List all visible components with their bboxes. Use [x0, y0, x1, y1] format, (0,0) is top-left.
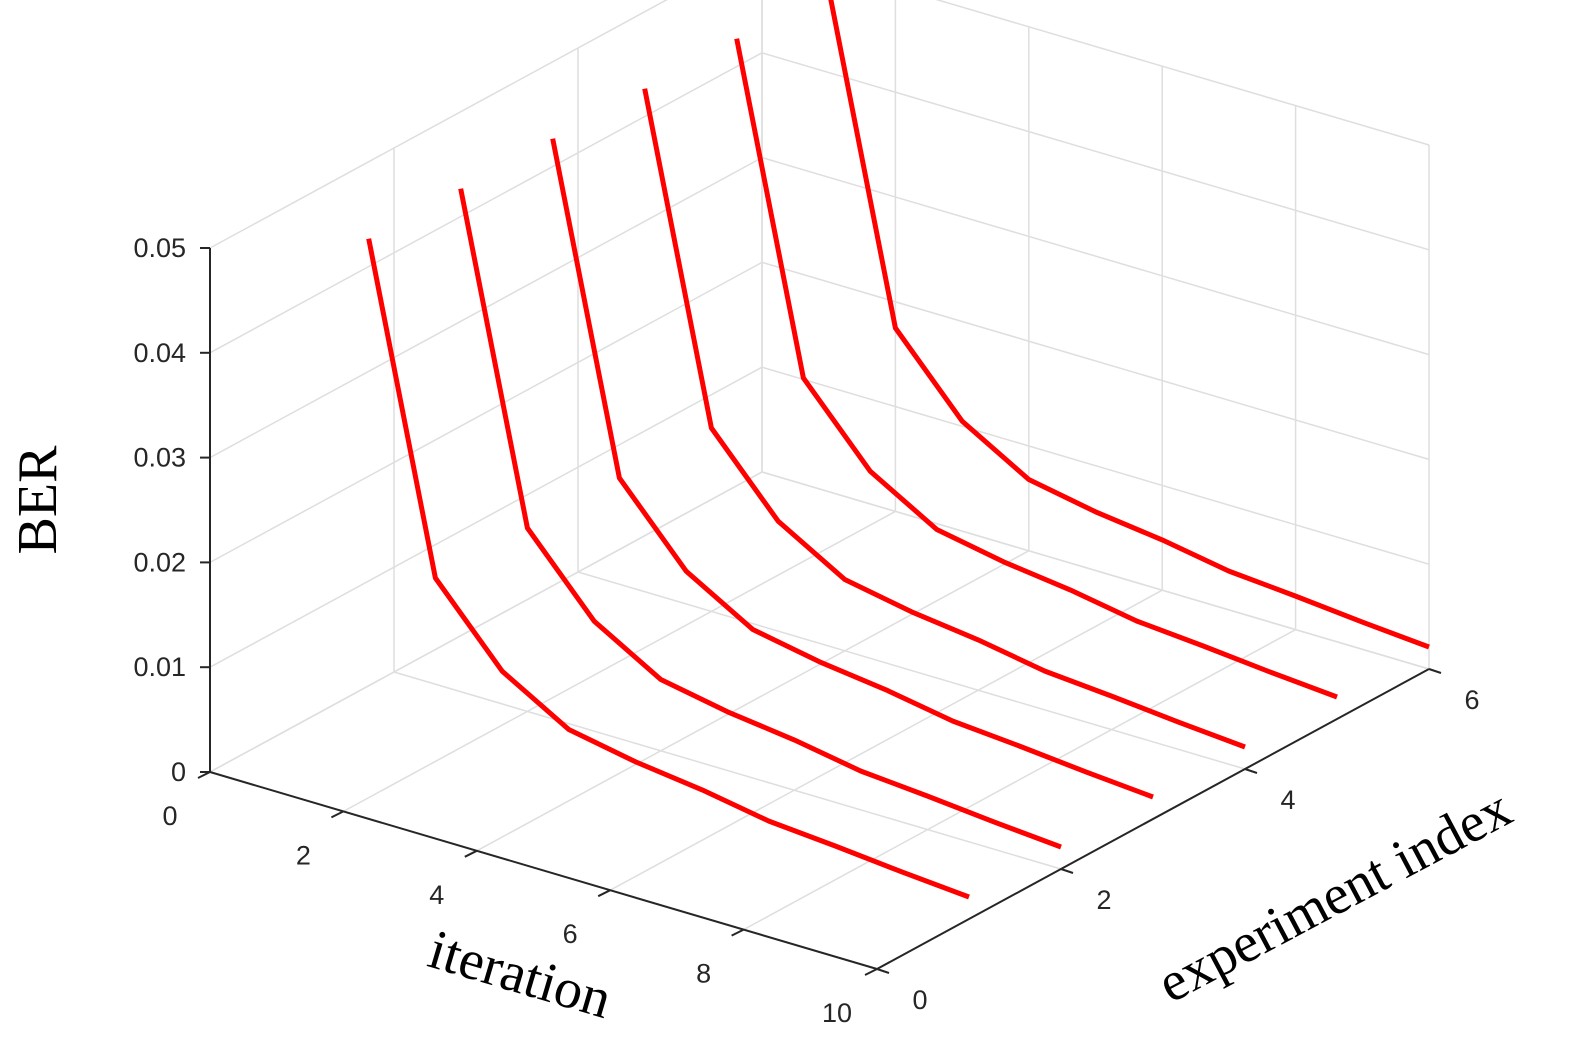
z-tick-label: 0	[171, 757, 186, 787]
grid-line-side-wall-z	[209, 0, 668, 249]
x-tick-label: 10	[822, 998, 852, 1028]
grid-line-back-wall-z	[761, 261, 1430, 461]
y-tick-mark	[1060, 868, 1074, 874]
grid-line-back-wall-z	[761, 156, 1430, 356]
grid-line-floor-x	[743, 628, 1296, 931]
x-tick-label: 8	[696, 959, 711, 989]
y-tick-mark	[1428, 668, 1442, 674]
y-tick-mark	[876, 968, 890, 974]
z-axis-title: BER	[7, 445, 69, 555]
series-line-experiment-4	[642, 88, 1246, 750]
y-tick-label: 0	[912, 985, 927, 1015]
z-tick-label: 0.03	[133, 443, 186, 473]
x-tick-mark	[330, 810, 344, 819]
x-tick-label: 6	[563, 919, 578, 949]
grid-line-floor-y	[393, 671, 1062, 870]
grid-line-floor-y	[761, 471, 1430, 670]
y-tick-label: 4	[1280, 785, 1295, 815]
x-tick-label: 4	[429, 880, 444, 910]
x-tick-label: 0	[162, 801, 177, 831]
z-tick-label: 0.04	[133, 338, 186, 368]
tick-labels-layer: 0 0.01 0.02 0.03 0.04 0.05 0 2 4 6 8 10 0 2 4 6	[133, 233, 1479, 1028]
x-axis-title: iteration	[422, 919, 619, 1031]
x-tick-mark	[731, 928, 745, 937]
series-line-experiment-6	[828, 0, 1430, 650]
y-axis-line	[876, 668, 1430, 970]
grid-line-floor-x	[476, 550, 1030, 852]
grid-line-back-wall-z	[761, 52, 1430, 251]
grid-line-side-wall-z	[209, 52, 763, 354]
axis-titles-layer: BER iteration experiment index	[7, 445, 1521, 1031]
axes-layer	[197, 247, 1442, 976]
grid-line-floor-x	[209, 471, 763, 773]
grid-line-side-wall-z	[209, 261, 763, 564]
series-layer	[366, 0, 1430, 900]
grid-line-side-wall-z	[209, 366, 763, 668]
grid-line-back-wall-z	[935, 0, 1430, 146]
y-tick-label: 6	[1464, 685, 1479, 715]
x-tick-mark	[864, 968, 878, 976]
grid-layer	[209, 0, 1430, 970]
series-line-experiment-5	[734, 38, 1338, 700]
x-tick-label: 2	[296, 840, 311, 870]
y-tick-mark	[1244, 768, 1258, 774]
x-tick-mark	[197, 771, 211, 779]
z-tick-label: 0.02	[133, 547, 186, 577]
grid-line-floor-x	[609, 589, 1163, 891]
x-tick-mark	[597, 889, 611, 898]
x-axis-line	[209, 771, 878, 970]
grid-line-floor-y	[577, 571, 1246, 770]
series-line-experiment-2	[458, 188, 1062, 850]
grid-line-back-wall-z	[761, 366, 1430, 565]
series-line-experiment-1	[366, 238, 970, 900]
y-tick-label: 2	[1096, 885, 1111, 915]
y-axis-title: experiment index	[1148, 777, 1522, 1015]
z-tick-label: 0.05	[133, 233, 186, 263]
x-tick-mark	[464, 849, 478, 858]
series-line-experiment-3	[550, 138, 1154, 800]
grid-line-floor-x	[343, 510, 896, 813]
z-tick-label: 0.01	[133, 652, 186, 682]
